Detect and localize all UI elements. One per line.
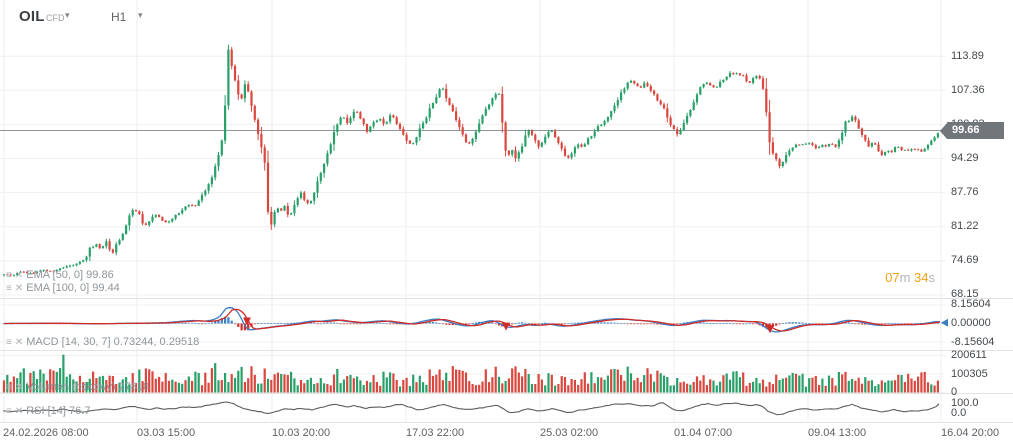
macd-axis-label: -8.15604 [951,335,995,348]
price-axis-label: 94.29 [951,152,979,165]
indicator-label-ema100: EMA [100, 0] 99.44 [26,282,120,294]
countdown-seconds: 34 [914,270,929,285]
time-axis-label: 17.03 22:00 [406,427,465,439]
price-axis-label: 74.69 [951,254,979,267]
countdown-seconds-unit: s [928,270,936,285]
price-axis-label: 107.36 [951,83,985,96]
chevron-down-icon[interactable]: ▾ [65,10,70,20]
settings-icon[interactable]: ≡ [6,406,12,417]
indicator-legend-ema50: ≡ ✕ EMA [50, 0] 99.86 [6,265,114,281]
timeframe-selector[interactable]: H1 [111,10,127,24]
rsi-axis-label: 100.0 [951,396,979,409]
price-axis-label: 87.76 [951,186,979,199]
close-icon[interactable]: ✕ [14,382,24,393]
close-icon[interactable]: ✕ [14,406,24,417]
time-axis-label: 03.03 15:00 [137,427,196,439]
indicator-label-rsi: RSI [14] 76.7 [26,405,91,417]
current-price-badge: 99.66 [940,122,1004,139]
time-axis-label: 16.04 20:00 [941,427,1000,439]
settings-icon[interactable]: ≡ [6,337,12,348]
indicator-legend-macd: ≡ ✕ MACD [14, 30, 7] 0.73244, 0.29518 [6,332,200,348]
time-axis-label: 01.04 07:00 [674,427,733,439]
current-price-value: 99.66 [947,122,1004,139]
candle-countdown-timer: 07m 34s [885,270,935,285]
close-icon[interactable]: ✕ [14,283,24,294]
indicator-label-volume: Volumen (tickowy) 27818 [26,381,150,393]
macd-axis-label: 8.15604 [951,298,991,311]
volume-axis-label: 0 [951,386,958,398]
chevron-down-icon[interactable]: ▾ [138,10,143,20]
price-axis-label: 68.15 [951,288,979,301]
countdown-minutes: 07 [885,270,900,285]
settings-icon[interactable]: ≡ [6,270,12,281]
rsi-axis-label: 0.0 [951,406,967,419]
settings-icon[interactable]: ≡ [6,382,12,393]
price-arrow-icon [940,122,947,139]
price-axis-label: 81.22 [951,220,979,233]
countdown-minutes-unit: m [899,270,911,285]
time-axis-label: 25.03 02:00 [540,427,599,439]
indicator-legend-volume: ≡ ✕ Volumen (tickowy) 27818 [6,377,150,393]
close-icon[interactable]: ✕ [14,337,24,348]
time-axis-label: 24.02.2026 08:00 [3,427,89,439]
time-axis-label: 10.03 20:00 [272,427,331,439]
symbol-label[interactable]: OIL [19,8,45,25]
settings-icon[interactable]: ≡ [6,283,12,294]
volume-axis-label: 200611 [951,349,987,361]
time-axis-label: 09.04 13:00 [808,427,867,439]
indicator-label-macd: MACD [14, 30, 7] 0.73244, 0.29518 [26,336,200,348]
macd-axis-label: 0.00000 [951,317,991,329]
indicator-label-ema50: EMA [50, 0] 99.86 [26,269,114,281]
price-axis-label: 113.89 [951,49,984,62]
close-icon[interactable]: ✕ [14,270,24,281]
indicator-legend-rsi: ≡ ✕ RSI [14] 76.7 [6,401,91,417]
indicator-legend-ema100: ≡ ✕ EMA [100, 0] 99.44 [6,278,120,294]
market-type-label: CFD [46,13,65,23]
volume-axis-label: 100305 [951,367,988,380]
